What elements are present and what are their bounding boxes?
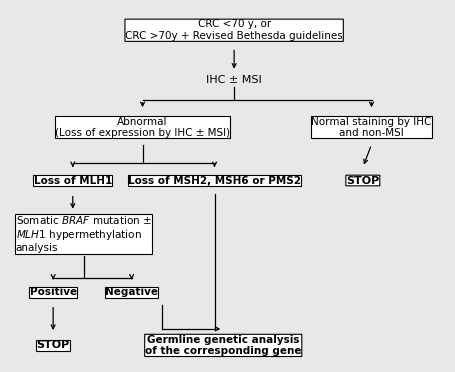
Text: Somatic $\it{BRAF}$ mutation ±
$\it{MLH1}$ hypermethylation
analysis: Somatic $\it{BRAF}$ mutation ± $\it{MLH1…	[16, 214, 152, 253]
Text: Positive: Positive	[30, 287, 77, 297]
Text: STOP: STOP	[346, 176, 379, 186]
Text: IHC ± MSI: IHC ± MSI	[206, 75, 262, 85]
Text: Germline genetic analysis
of the corresponding gene: Germline genetic analysis of the corresp…	[145, 334, 302, 356]
Text: Negative: Negative	[105, 287, 158, 297]
Text: Loss of MSH2, MSH6 or PMS2: Loss of MSH2, MSH6 or PMS2	[128, 176, 301, 186]
Text: Loss of MLH1: Loss of MLH1	[34, 176, 112, 186]
Text: CRC <70 y, or
CRC >70y + Revised Bethesda guidelines: CRC <70 y, or CRC >70y + Revised Bethesd…	[125, 19, 343, 41]
Text: Abnormal
(Loss of expression by IHC ± MSI): Abnormal (Loss of expression by IHC ± MS…	[55, 116, 230, 138]
Text: STOP: STOP	[36, 340, 70, 350]
Text: Normal staining by IHC
and non-MSI: Normal staining by IHC and non-MSI	[311, 116, 432, 138]
